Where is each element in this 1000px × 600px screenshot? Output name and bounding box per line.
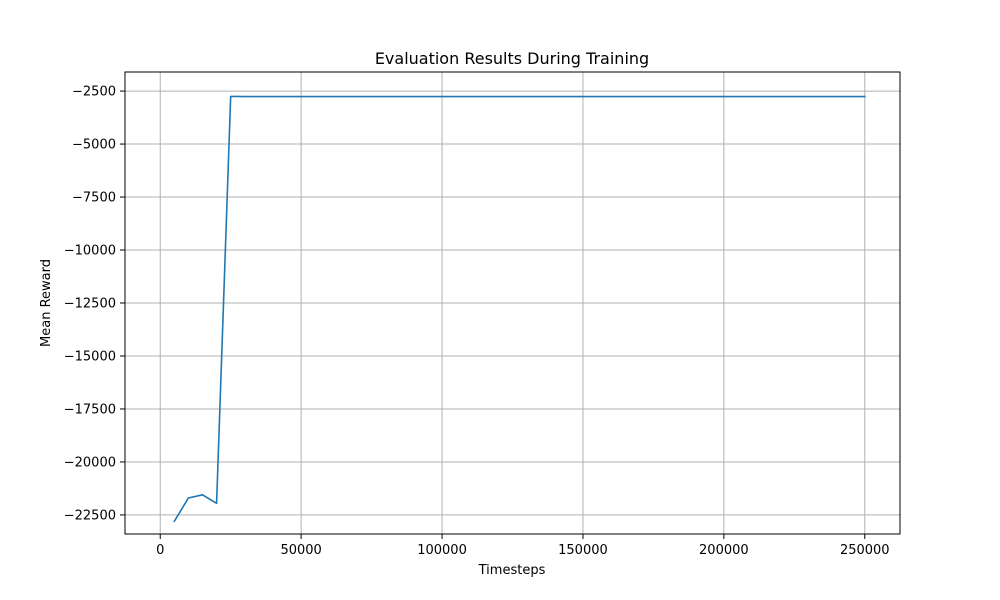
x-tick-label: 50000: [280, 543, 321, 558]
x-tick-label: 250000: [840, 543, 890, 558]
chart-title: Evaluation Results During Training: [375, 49, 649, 68]
y-tick-label: −17500: [64, 402, 116, 417]
x-axis-label: Timesteps: [478, 563, 546, 578]
y-tick-label: −12500: [64, 297, 116, 312]
y-tick-label: −20000: [64, 455, 116, 470]
grid: [125, 72, 900, 534]
y-tick-label: −22500: [64, 508, 116, 523]
y-tick-label: −2500: [72, 85, 116, 100]
mean-reward-line: [173, 95, 866, 523]
y-tick-label: −7500: [72, 191, 116, 206]
x-tick-label: 100000: [417, 543, 467, 558]
y-axis-label: Mean Reward: [39, 259, 54, 347]
series-layer: [173, 95, 866, 523]
y-tick-label: −5000: [72, 138, 116, 153]
y-tick-label: −10000: [64, 244, 116, 259]
axes-ticks: 0 50000 100000 150000 200000 250000 −2500 −5000…: [64, 85, 890, 558]
x-tick-label: 150000: [558, 543, 608, 558]
x-tick-label: 200000: [699, 543, 749, 558]
x-tick-label: 0: [156, 543, 164, 558]
y-tick-label: −15000: [64, 349, 116, 364]
